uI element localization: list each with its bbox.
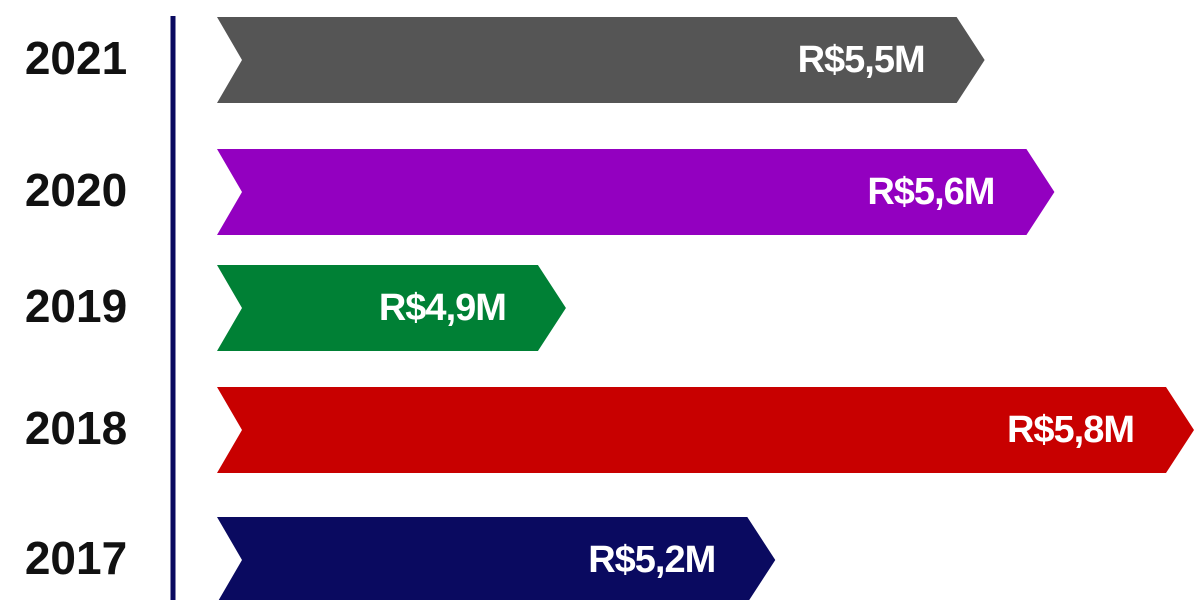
bar [217, 17, 985, 103]
value-label: R$5,8M [1007, 409, 1134, 451]
value-label: R$5,6M [867, 171, 994, 213]
y-tick-label: 2017 [25, 532, 127, 584]
y-tick-label: 2020 [25, 164, 127, 216]
value-label: R$5,5M [798, 39, 925, 81]
value-label: R$4,9M [379, 287, 506, 329]
y-tick-label: 2018 [25, 402, 127, 454]
bar [217, 517, 776, 600]
bar [217, 387, 1194, 473]
y-tick-label: 2021 [25, 32, 127, 84]
bar [217, 149, 1055, 235]
value-label: R$5,2M [588, 539, 715, 581]
bar [217, 265, 566, 351]
y-tick-label: 2019 [25, 280, 127, 332]
